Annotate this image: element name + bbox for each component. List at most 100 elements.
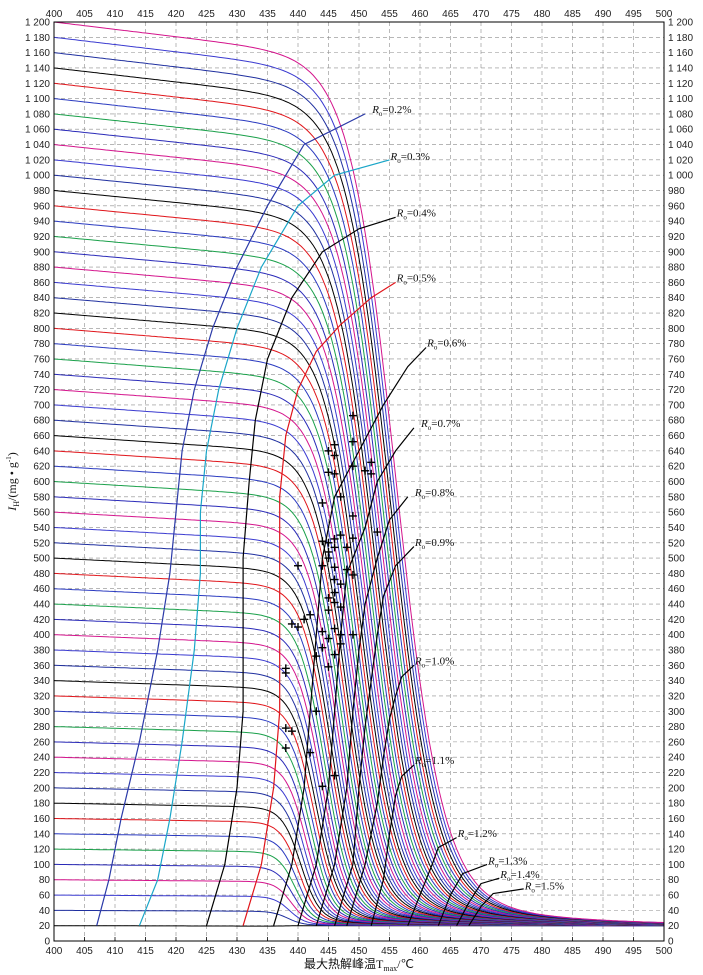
y-tick-label-right: 1 160 xyxy=(668,48,693,59)
y-tick-label-left: 0 xyxy=(44,937,50,948)
ro-label-subscript: o xyxy=(422,493,426,501)
x-tick-label-top: 480 xyxy=(534,9,551,20)
y-tick-label-left: 760 xyxy=(33,354,50,365)
y-tick-label-right: 560 xyxy=(668,508,685,519)
y-tick-label-left: 380 xyxy=(33,645,50,656)
y-tick-label-right: 1 180 xyxy=(668,33,693,44)
y-tick-label-right: 160 xyxy=(668,814,685,825)
y-tick-label-left: 620 xyxy=(33,462,50,473)
ro-isoline xyxy=(456,877,500,926)
x-tick-label-bottom: 420 xyxy=(168,946,185,957)
sample-point xyxy=(348,630,357,639)
y-tick-label-left: 80 xyxy=(39,875,51,886)
y-tick-label-left: 660 xyxy=(33,431,50,442)
sample-point xyxy=(348,511,357,520)
y-tick-label-left: 580 xyxy=(33,492,50,503)
y-tick-label-right: 460 xyxy=(668,584,685,595)
y-tick-label-left: 940 xyxy=(33,217,50,228)
sample-point xyxy=(330,771,339,780)
x-tick-label-top: 425 xyxy=(198,9,215,20)
sample-point xyxy=(287,619,296,628)
sample-point xyxy=(361,466,370,475)
y-tick-label-right: 120 xyxy=(668,845,685,856)
ro-label: Ro=1.3% xyxy=(487,855,527,869)
y-tick-label-right: 760 xyxy=(668,354,685,365)
ro-label-symbol: R xyxy=(396,207,404,219)
ro-isoline xyxy=(273,347,427,926)
ro-label: Ro=0.5% xyxy=(396,273,436,287)
y-tick-label-right: 640 xyxy=(668,446,685,457)
y-tick-label-left: 1 020 xyxy=(25,155,50,166)
ro-label-symbol: R xyxy=(524,881,532,893)
y-tick-label-left: 1 180 xyxy=(25,33,50,44)
y-tick-label-left: 640 xyxy=(33,446,50,457)
y-tick-label-left: 980 xyxy=(33,186,50,197)
y-tick-label-left: 1 000 xyxy=(25,171,50,182)
sample-point xyxy=(330,624,339,633)
kerogen-curve xyxy=(53,21,665,923)
y-tick-label-left: 880 xyxy=(33,263,50,274)
y-tick-label-right: 740 xyxy=(668,370,685,381)
sample-point xyxy=(324,634,333,643)
sample-points xyxy=(281,411,382,791)
ro-label: Ro=1.5% xyxy=(524,881,564,895)
x-tick-label-top: 420 xyxy=(168,9,185,20)
ro-label-value: =1.4% xyxy=(511,869,540,881)
y-tick-label-left: 1 100 xyxy=(25,94,50,105)
y-tick-label-right: 240 xyxy=(668,753,685,764)
ro-isoline xyxy=(138,159,390,926)
sample-point xyxy=(287,727,296,736)
x-tick-label-top: 430 xyxy=(229,9,246,20)
y-tick-label-left: 260 xyxy=(33,737,50,748)
y-tick-label-left: 120 xyxy=(33,845,50,856)
ro-label-subscript: o xyxy=(422,661,426,669)
ro-label: Ro=0.6% xyxy=(426,338,466,352)
y-axis-title-close: ) xyxy=(5,452,19,456)
y-tick-label-left: 1 160 xyxy=(25,48,50,59)
sample-point xyxy=(330,451,339,460)
x-tick-label-top: 410 xyxy=(107,9,124,20)
y-tick-label-right: 500 xyxy=(668,554,685,565)
y-tick-label-right: 180 xyxy=(668,799,685,810)
x-tick-label-top: 495 xyxy=(625,9,642,20)
x-tick-label-bottom: 460 xyxy=(412,946,429,957)
y-tick-label-right: 820 xyxy=(668,309,685,320)
y-tick-label-right: 1 000 xyxy=(668,171,693,182)
y-tick-label-right: 680 xyxy=(668,416,685,427)
y-tick-label-right: 960 xyxy=(668,201,685,212)
x-tick-label-bottom: 415 xyxy=(137,946,154,957)
ro-label-symbol: R xyxy=(371,104,379,116)
y-tick-label-left: 1 080 xyxy=(25,109,50,120)
ro-label-subscript: o xyxy=(428,424,432,432)
ro-label-subscript: o xyxy=(397,157,401,165)
y-tick-label-right: 480 xyxy=(668,569,685,580)
ro-label: Ro=0.7% xyxy=(420,418,460,432)
x-tick-label-top: 475 xyxy=(503,9,520,20)
y-tick-label-right: 900 xyxy=(668,247,685,258)
y-tick-label-right: 580 xyxy=(668,492,685,503)
x-tick-label-top: 485 xyxy=(564,9,581,20)
ro-label-value: =0.6% xyxy=(437,338,466,350)
y-tick-label-right: 140 xyxy=(668,829,685,840)
sample-point xyxy=(324,468,333,477)
y-axis-title-unit: /(mg • g xyxy=(5,462,19,501)
ro-label-symbol: R xyxy=(390,151,398,163)
sample-point xyxy=(281,668,290,677)
sample-point xyxy=(330,543,339,552)
y-tick-label-right: 1 040 xyxy=(668,140,693,151)
sample-point xyxy=(336,630,345,639)
x-tick-label-bottom: 410 xyxy=(107,946,124,957)
sample-point xyxy=(324,606,333,615)
x-tick-label-bottom: 450 xyxy=(351,946,368,957)
x-tick-label-bottom: 455 xyxy=(381,946,398,957)
sample-point xyxy=(330,469,339,478)
y-axis-title-sup: -1 xyxy=(5,456,13,462)
grid-lines xyxy=(54,22,664,941)
ro-label-symbol: R xyxy=(487,855,495,867)
sample-point xyxy=(342,565,351,574)
ro-label: Ro=1.0% xyxy=(414,655,454,669)
x-tick-label-top: 405 xyxy=(76,9,93,20)
y-tick-label-right: 1 200 xyxy=(668,18,693,29)
y-tick-label-left: 60 xyxy=(39,891,51,902)
sample-point xyxy=(330,588,339,597)
